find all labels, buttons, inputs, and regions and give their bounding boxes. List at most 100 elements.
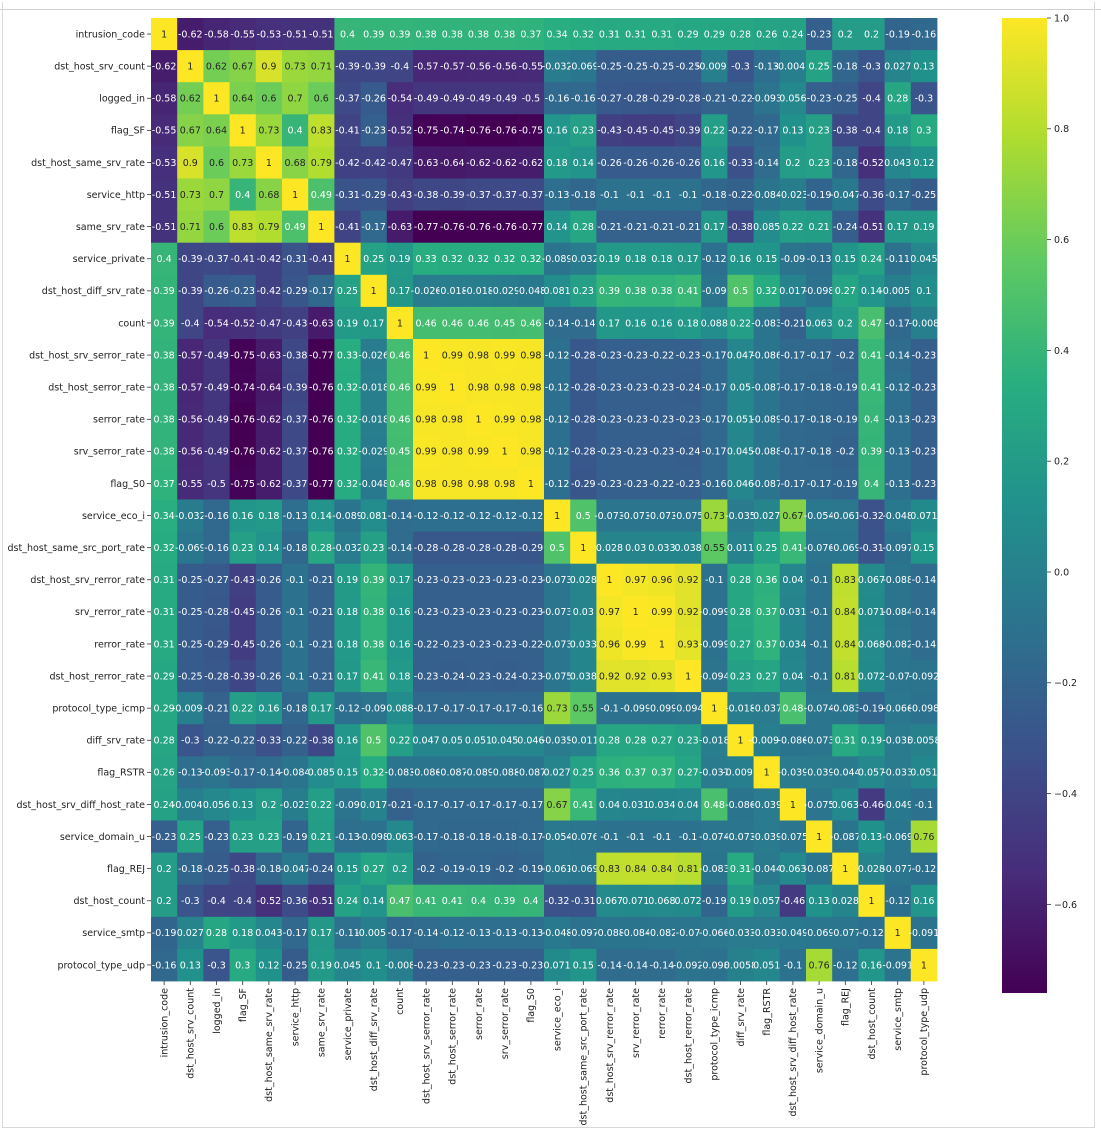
- heatmap-cell-value: -0.12: [414, 511, 439, 522]
- heatmap-cell-value: -0.093: [201, 768, 232, 779]
- heatmap-cell: [360, 531, 388, 565]
- heatmap-cell-value: -0.3: [731, 61, 750, 72]
- heatmap-cell-value: 0.14: [861, 286, 882, 297]
- heatmap-cell: [858, 884, 885, 918]
- heatmap-cell-value: -0.18: [283, 703, 308, 714]
- heatmap-cell-value: 0.056: [203, 800, 230, 811]
- heatmap-cell-value: -0.069: [830, 543, 861, 554]
- heatmap-cell: [596, 274, 623, 308]
- heatmap-cell: [727, 788, 754, 821]
- heatmap-cell: [465, 660, 492, 693]
- heatmap-cell: [544, 692, 571, 725]
- heatmap-cell: [439, 403, 466, 436]
- heatmap-cell-value: -0.31: [859, 543, 884, 554]
- heatmap-cell: [806, 563, 833, 597]
- heatmap-cell: [596, 660, 623, 693]
- heatmap-cell-value: 1: [449, 382, 455, 393]
- heatmap-cell: [308, 852, 335, 886]
- heatmap-cell: [151, 242, 178, 276]
- heatmap-cell: [701, 339, 728, 372]
- heatmap-cell-value: 1: [685, 671, 691, 682]
- heatmap-cell-value: 0.27: [678, 768, 699, 779]
- heatmap-cell: [832, 18, 859, 51]
- heatmap-cell-value: -0.074: [804, 703, 835, 714]
- heatmap-cell-value: 0.068: [648, 896, 675, 907]
- heatmap-cell: [622, 756, 650, 789]
- heatmap-cell: [229, 820, 257, 853]
- heatmap-cell-value: 0.05: [730, 382, 751, 393]
- heatmap-cell: [858, 531, 885, 565]
- heatmap-cell: [334, 403, 361, 436]
- heatmap-cell-value: -0.074: [699, 832, 730, 843]
- y-axis-label: dst_host_serror_rate: [48, 382, 145, 393]
- heatmap-cell: [727, 339, 754, 372]
- heatmap-cell-value: -0.22: [283, 736, 308, 747]
- heatmap-cell-value: -0.087: [830, 832, 861, 843]
- heatmap-cell-value: -0.19: [859, 703, 884, 714]
- heatmap-cell-value: -0.14: [388, 543, 413, 554]
- heatmap-cell-value: -0.14: [571, 318, 596, 329]
- heatmap-cell: [465, 499, 492, 532]
- heatmap-cell-value: 0.84: [835, 639, 856, 650]
- heatmap-cell: [229, 18, 257, 51]
- heatmap-cell-value: -0.4: [207, 896, 226, 907]
- heatmap-cell-value: -0.23: [466, 639, 491, 650]
- heatmap-cell: [596, 306, 623, 340]
- heatmap-cell-value: 0.38: [416, 29, 437, 40]
- heatmap-cell-value: 0.96: [651, 575, 672, 586]
- heatmap-cell: [727, 18, 754, 51]
- heatmap-cell: [806, 242, 833, 276]
- heatmap-cell: [832, 820, 859, 853]
- heatmap-cell: [465, 242, 492, 276]
- heatmap-cell-value: 0.028: [596, 543, 623, 554]
- heatmap-cell-value: 0.057: [858, 768, 885, 779]
- heatmap-cell: [753, 788, 781, 821]
- heatmap-cell: [753, 371, 781, 404]
- heatmap-cell: [910, 820, 938, 853]
- heatmap-cell-value: -0.054: [542, 832, 573, 843]
- heatmap-cell-value: 0.071: [622, 896, 649, 907]
- heatmap-cell: [779, 274, 807, 308]
- heatmap-cell: [648, 82, 676, 115]
- heatmap-cell-value: 0.03: [625, 543, 646, 554]
- heatmap-cell: [413, 114, 440, 147]
- heatmap-cell: [858, 82, 885, 115]
- heatmap-cell: [334, 210, 361, 244]
- heatmap-cell-value: 0.17: [363, 318, 384, 329]
- heatmap-cell: [308, 339, 335, 372]
- heatmap-cell: [413, 403, 440, 436]
- heatmap-cell-value: 0.99: [494, 350, 515, 361]
- heatmap-cell-value: -0.52: [257, 896, 282, 907]
- heatmap-cell-value: -0.39: [676, 126, 701, 137]
- heatmap-cell-value: -0.13: [545, 190, 570, 201]
- heatmap-cell-value: -0.12: [545, 350, 570, 361]
- heatmap-cell-value: 0.3: [235, 960, 250, 971]
- heatmap-cell-value: 0.19: [913, 222, 934, 233]
- heatmap-cell-value: 0.071: [543, 960, 570, 971]
- y-axis-label: dst_host_srv_rerror_rate: [30, 575, 145, 586]
- heatmap-cell-value: -0.17: [492, 800, 517, 811]
- heatmap-cell: [203, 306, 230, 340]
- heatmap-cell-value: -0.77: [414, 222, 439, 233]
- heatmap-cell: [884, 467, 912, 500]
- heatmap-cell: [282, 339, 309, 372]
- heatmap-cell: [203, 660, 230, 693]
- heatmap-cell-value: -0.32: [859, 511, 884, 522]
- heatmap-cell: [779, 50, 807, 83]
- heatmap-cell: [806, 467, 833, 500]
- heatmap-cell: [413, 884, 440, 918]
- heatmap-cell-value: 0.043: [884, 158, 911, 169]
- heatmap-cell-value: 1: [240, 126, 246, 137]
- heatmap-cell: [360, 242, 388, 276]
- heatmap-cell: [491, 274, 519, 308]
- heatmap-cell: [517, 756, 545, 789]
- heatmap-cell-value: -0.12: [859, 928, 884, 939]
- heatmap-cell-value: -0.14: [885, 350, 910, 361]
- heatmap-cell: [884, 435, 912, 468]
- heatmap-cell-value: 0.67: [782, 511, 803, 522]
- heatmap-cell-value: 0.17: [887, 222, 908, 233]
- heatmap-cell-value: 1: [868, 896, 874, 907]
- heatmap-cell-value: -0.38: [728, 222, 753, 233]
- heatmap-cell: [386, 306, 414, 340]
